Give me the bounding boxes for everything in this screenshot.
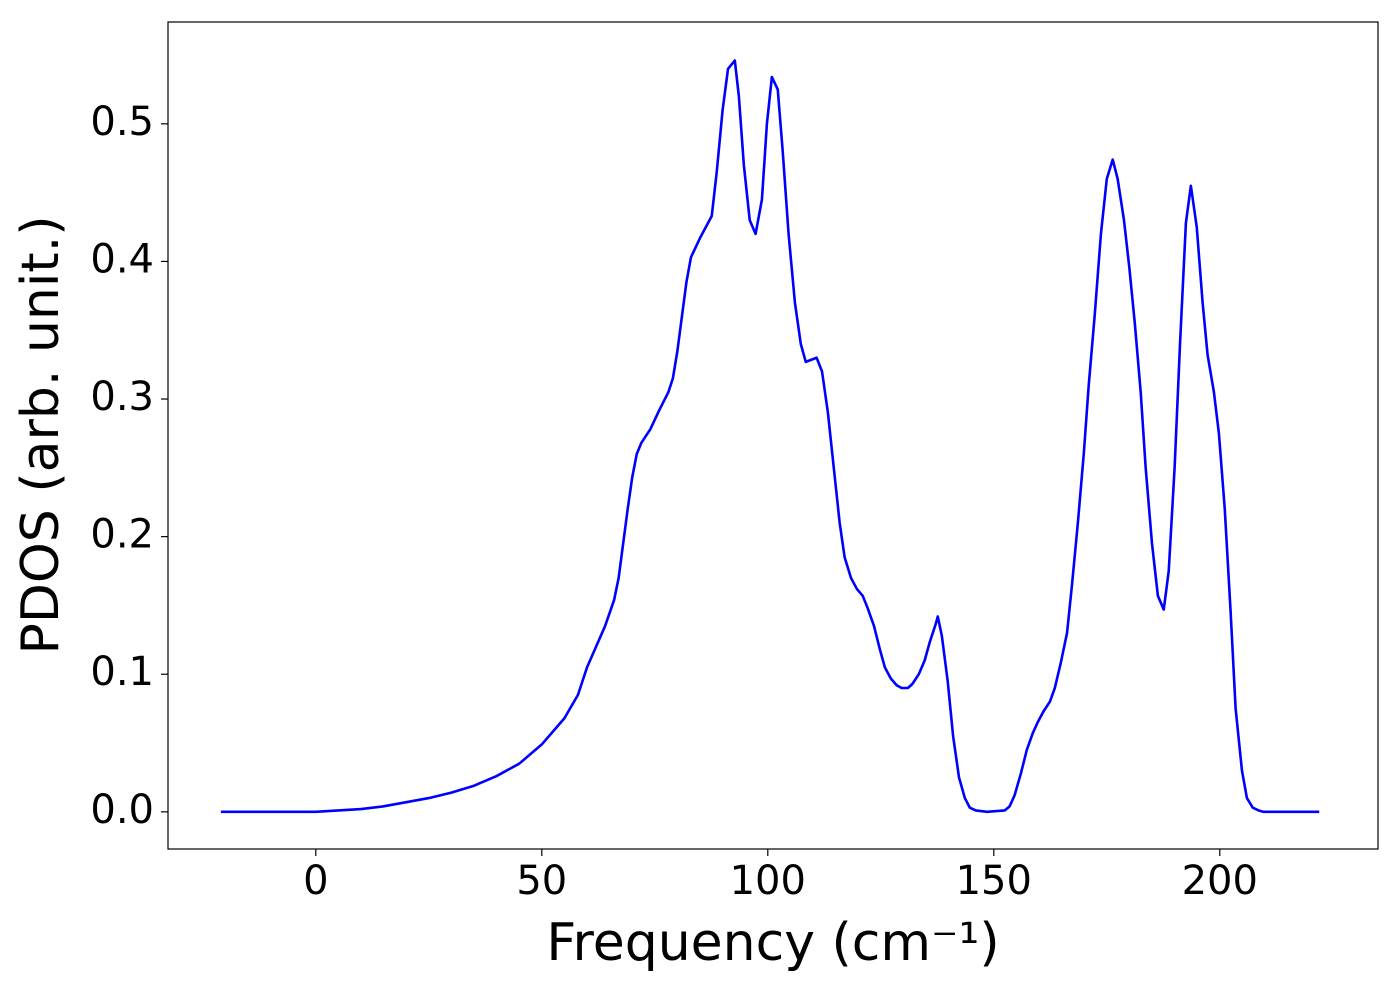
x-tick-label: 100 — [730, 858, 806, 904]
y-tick-label: 0.0 — [90, 787, 154, 833]
plot-frame — [167, 21, 1379, 850]
y-tick-label: 0.1 — [90, 649, 154, 695]
x-axis-label: Frequency (cm⁻¹) — [546, 913, 999, 973]
y-tick-label: 0.5 — [90, 99, 154, 145]
x-tick-label: 200 — [1182, 858, 1258, 904]
x-tick-label: 50 — [516, 858, 567, 904]
y-axis-label: PDOS (arb. unit.) — [11, 215, 71, 654]
x-tick-label: 150 — [956, 858, 1032, 904]
x-tick-label: 0 — [303, 858, 328, 904]
y-tick-label: 0.4 — [90, 236, 154, 282]
y-tick-label: 0.3 — [90, 374, 154, 420]
line-series — [220, 59, 1320, 814]
y-tick-label: 0.2 — [90, 512, 154, 558]
